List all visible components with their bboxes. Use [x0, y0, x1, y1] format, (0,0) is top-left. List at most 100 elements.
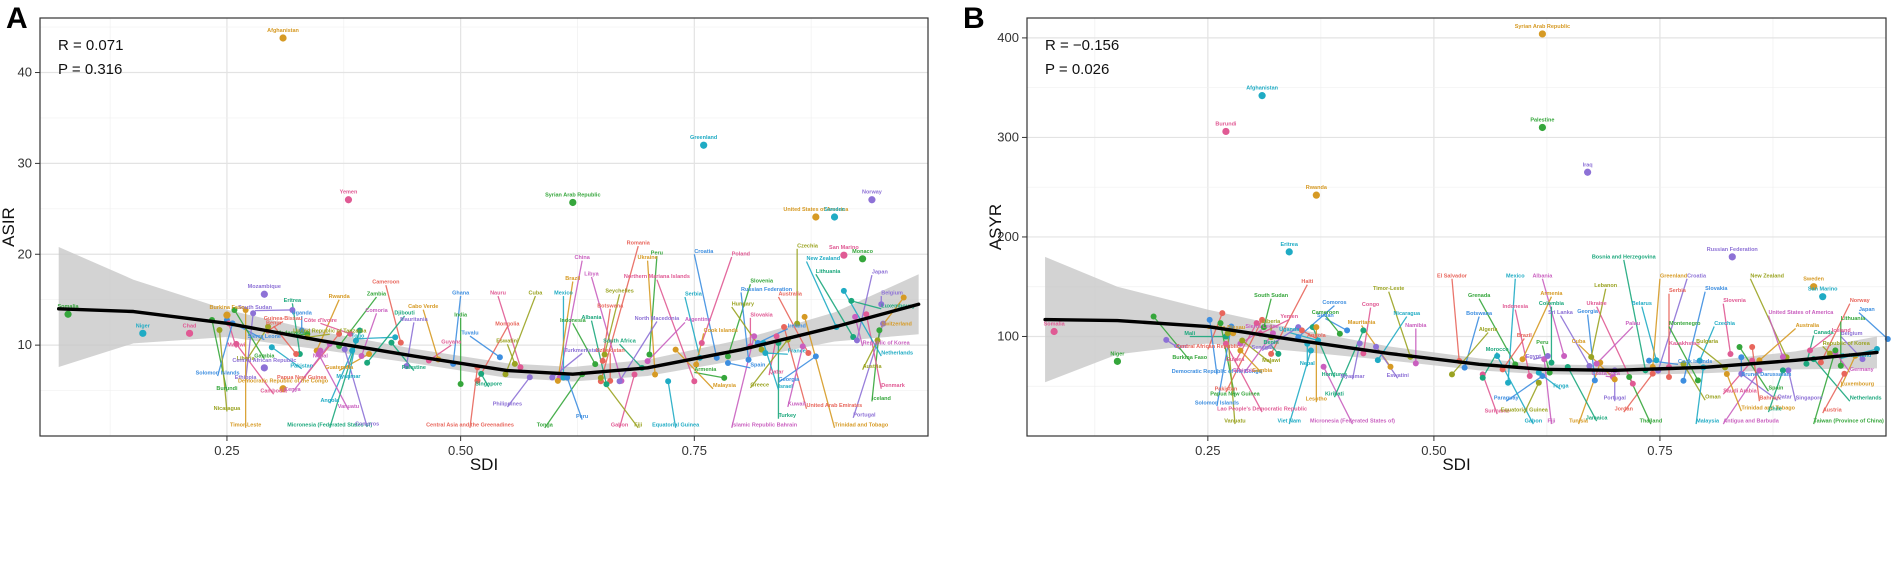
panel-a-annotation-label: Malaysia: [713, 383, 737, 389]
panel-b-point: [1649, 370, 1656, 377]
panel-b-leader-line: [1241, 339, 1272, 364]
panel-a-point: [880, 320, 887, 327]
panel-a-point: [216, 327, 223, 334]
panel-a-annotation-label: Slovakia: [750, 312, 773, 318]
panel-a-point-label-norway: Norway: [862, 190, 883, 196]
panel-a-leader-line: [291, 343, 331, 393]
panel-b-leader-line: [1767, 315, 1784, 358]
panel-b-annotation-label: Luxembourg: [1841, 382, 1874, 388]
panel-b-leader-line: [1722, 303, 1732, 355]
panel-b-point: [1260, 324, 1267, 331]
panel-b-leader-line: [1323, 366, 1354, 425]
panel-a-point: [592, 361, 599, 368]
panel-b-leader-line: [1652, 278, 1661, 368]
panel-a-leader-line: [693, 254, 718, 358]
panel-b-leader-line: [1722, 360, 1753, 395]
panel-b-annotation-label: United States of America: [1768, 310, 1834, 316]
panel-b-point: [1412, 360, 1419, 367]
panel-b-annotation-label: Jordan: [1615, 407, 1634, 413]
panel-a-point: [364, 359, 371, 366]
panel-a-leader-line: [405, 322, 415, 367]
panel-a-annotation-label: Ethiopia: [235, 375, 258, 381]
panel-a-point: [341, 346, 348, 353]
panel-b-point-label-somalia: Somalia: [1044, 322, 1066, 328]
panel-a-point-monaco: [858, 255, 867, 263]
panel-b-leader-line: [1514, 309, 1531, 377]
panel-a-point-label-united-states-of-america: United States of America: [783, 207, 849, 213]
panel-b-annotation-label: Benin: [1263, 340, 1279, 346]
panel-b-annotation-label: Solomon Islands: [1195, 401, 1239, 407]
panel-a-leader-line: [504, 295, 537, 375]
panel-a-leader-line: [856, 275, 873, 341]
panel-a-annotation-label: Libya: [584, 271, 599, 277]
panel-a-point-label-yemen: Yemen: [340, 190, 358, 196]
panel-b-point: [1723, 371, 1730, 378]
panel-a-annotation-label: Trinidad and Tobago: [835, 422, 889, 428]
panel-a-annotation-label: Fiji: [634, 422, 642, 428]
panel-a-leader-line: [329, 350, 353, 404]
panel-b-point-russian-federation: [1728, 253, 1736, 261]
panel-b-x-tick-label: 0.75: [1647, 443, 1672, 458]
panel-a-point: [403, 363, 410, 370]
panel-b-leader-line: [1502, 338, 1525, 370]
panel-a-annotation-label: Japan: [872, 270, 889, 276]
panel-a-point-label-syrian-arab-republic: Syrian Arab Republic: [545, 192, 600, 198]
panel-a-point: [549, 374, 556, 381]
panel-b-leader-line: [1451, 332, 1489, 375]
panel-a-point: [631, 371, 638, 378]
panel-b-leader-line: [1227, 333, 1236, 425]
panel-a-point: [801, 313, 808, 320]
panel-b-annotation-label: Serbia: [1669, 288, 1687, 294]
panel-a-annotation-label: Togo: [351, 333, 365, 339]
panel-a-annotation-label: Uzbekistan: [596, 348, 626, 354]
panel-b-point: [1519, 356, 1526, 363]
panel-b-annotation-label: Central African Republic: [1176, 344, 1240, 350]
panel-b-leader-line: [1541, 278, 1565, 357]
panel-b-leader-line: [1451, 278, 1460, 362]
panel-a-annotation-label: Mauritania: [400, 317, 428, 323]
panel-b-annotation-label: Bahrain: [1759, 396, 1780, 402]
panel-a-point-afghanistan: [279, 34, 287, 42]
panel-a-annotation-label: Australia: [778, 291, 802, 297]
panel-a-r-value: R = 0.071: [58, 37, 123, 54]
panel-b-leader-line: [1758, 328, 1797, 361]
panel-b-point: [1665, 374, 1672, 381]
panel-a-point: [511, 360, 518, 367]
panel-a-point-label-chad: Chad: [183, 323, 197, 329]
panel-b-point: [1749, 343, 1756, 350]
panel-b-annotation-label: Ukraine: [1587, 301, 1607, 307]
panel-b-annotation-label: Albania: [1532, 273, 1553, 279]
panel-b-point: [1561, 352, 1568, 359]
panel-b-point: [1206, 316, 1213, 323]
panel-b-leader-line: [1657, 278, 1688, 371]
panel-a-point: [762, 350, 769, 357]
panel-b-point: [1756, 367, 1763, 374]
panel-b-annotation-label: Taiwan (Province of China): [1814, 419, 1884, 425]
panel-b-annotation-label: Spain: [1768, 386, 1784, 392]
panel-a-annotation-label: Israel: [778, 384, 793, 390]
panel-a-point: [781, 323, 788, 330]
panel-b-leader-line: [1523, 382, 1540, 414]
panel-a-annotation-label: Greece: [750, 382, 769, 388]
panel-b-leader-line: [1559, 315, 1590, 367]
panel-b-annotation-label: Democratic Republic of the Congo: [1172, 369, 1263, 375]
panel-b-point-label-afghanistan: Afghanistan: [1246, 86, 1278, 92]
panel-b-y-tick-label: 200: [997, 229, 1019, 244]
panel-a-annotation-label: Vanuatu: [338, 404, 359, 410]
panel-b-annotation-label: Lao People's Democratic Republic: [1217, 407, 1307, 413]
panel-a-point: [652, 371, 659, 378]
panel-b-annotation-label: Trinidad and Tobago: [1741, 406, 1795, 412]
panel-a-annotation-label: Qatar: [769, 370, 784, 376]
panel-a-leader-line: [422, 309, 439, 360]
panel-a-point: [693, 361, 700, 368]
panel-b-annotation-label: Singapore: [1796, 396, 1823, 402]
panel-b-annotation-label: New Zealand: [1750, 273, 1784, 279]
panel-b-point: [1859, 356, 1866, 363]
panel-b-annotation-label: Ethiopia: [1233, 368, 1256, 374]
panel-a-annotation-label: Nauru: [490, 291, 506, 297]
panel-b-annotation-label: Timor-Leste: [1373, 286, 1404, 292]
panel-b-leader-line: [1505, 375, 1543, 402]
panel-a-point: [812, 353, 819, 360]
panel-a-annotation-label: France: [788, 349, 806, 355]
panel-a-confidence-band: [58, 246, 919, 382]
